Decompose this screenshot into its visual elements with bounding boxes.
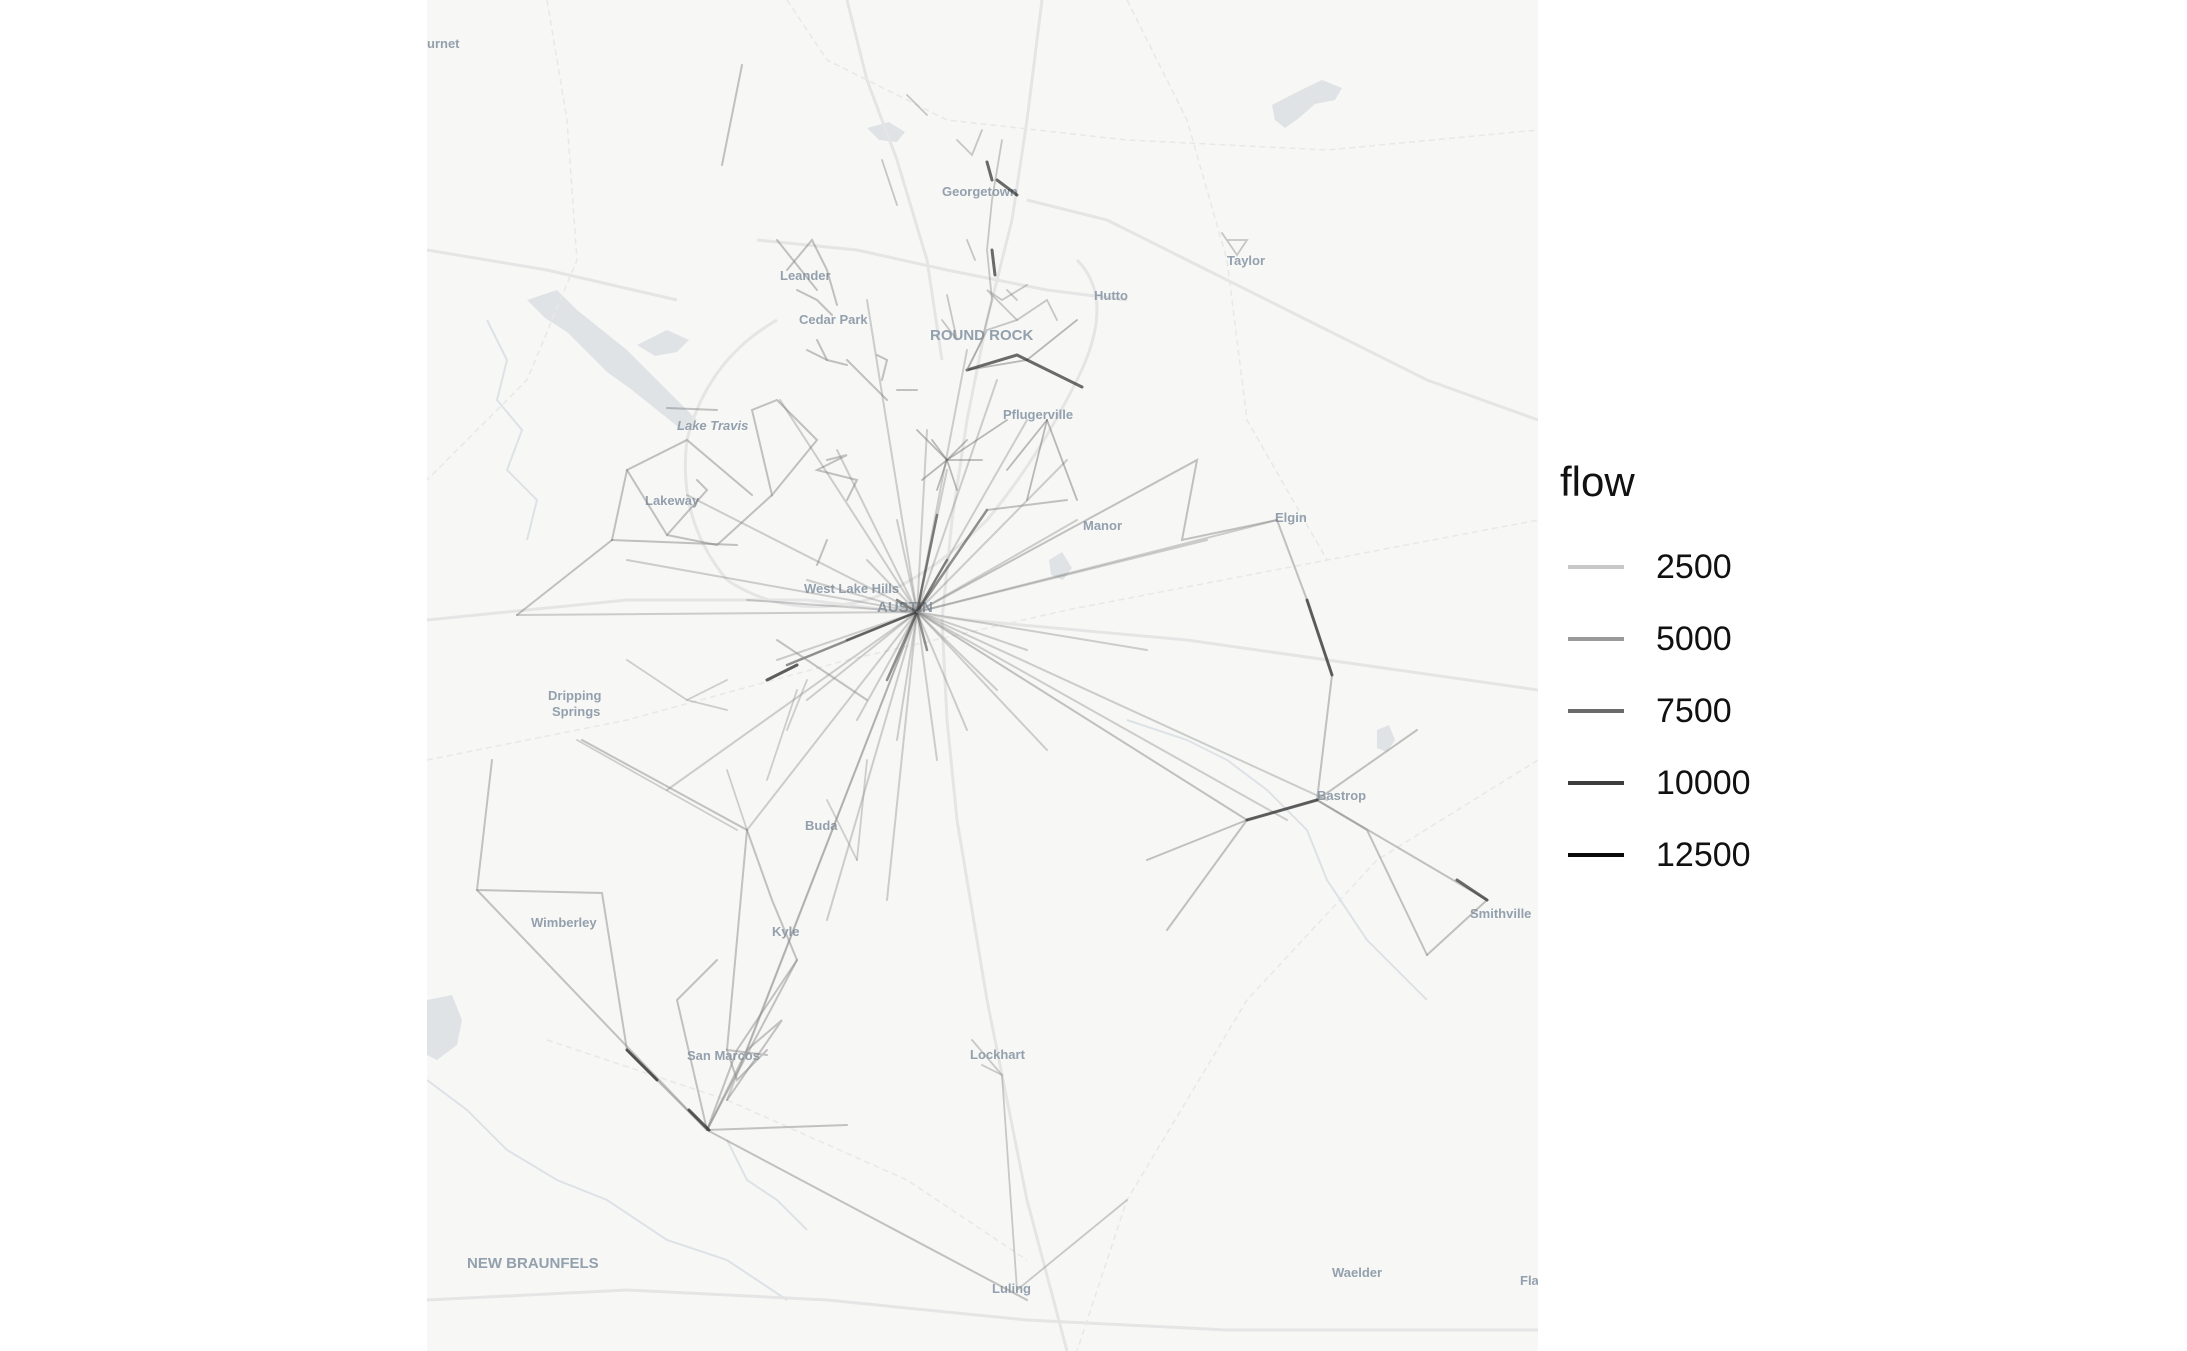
place-label-leander: Leander (780, 268, 831, 283)
place-label-flatonia: Fla (1520, 1273, 1538, 1288)
legend-title: flow (1560, 458, 1635, 505)
place-labels: urnet Georgetown Taylor Leander Hutto Ce… (427, 36, 1538, 1296)
legend-label: 7500 (1656, 692, 1732, 730)
legend-entry: 10000 (1560, 762, 1820, 802)
northwest-links (516, 64, 918, 616)
legend-label: 5000 (1656, 620, 1732, 658)
place-label-new-braunfels: NEW BRAUNFELS (467, 1255, 599, 1272)
place-label-burnet: urnet (427, 36, 460, 51)
south-links (971, 1039, 1128, 1291)
legend-key-line (1568, 781, 1624, 785)
legend-entry: 2500 (1560, 546, 1820, 586)
canyon-lake (427, 995, 462, 1060)
flow-lines: Path (475, 64, 1489, 1301)
map-panel[interactable]: urnet Georgetown Taylor Leander Hutto Ce… (427, 0, 1538, 1351)
place-label-luling: Luling (992, 1281, 1031, 1296)
place-label-waelder: Waelder (1332, 1265, 1382, 1280)
legend-key-line (1568, 853, 1624, 857)
georgetown-links (881, 94, 1249, 371)
austin-strong-spokes (785, 508, 989, 682)
east-strong (1245, 598, 1489, 902)
lake-bastrop (1377, 725, 1395, 752)
place-label-lockhart: Lockhart (970, 1047, 1026, 1062)
place-label-georgetown: Georgetown (942, 184, 1018, 199)
legend-key-line (1568, 709, 1624, 713)
legend-entry: 7500 (1560, 690, 1820, 730)
place-label-lake-travis: Lake Travis (677, 418, 748, 433)
roads (427, 0, 1538, 1351)
place-label-smithville: Smithville (1470, 906, 1531, 921)
west-links (576, 659, 868, 861)
legend-entry: 12500 (1560, 834, 1820, 874)
place-label-elgin: Elgin (1275, 510, 1307, 525)
place-label-pflugerville: Pflugerville (1003, 407, 1073, 422)
lake-travis-arm (637, 330, 689, 356)
place-label-buda: Buda (805, 818, 838, 833)
place-label-dripping-springs-1: Dripping (548, 688, 601, 703)
legend: flow 2500 5000 7500 10000 12500 (1560, 458, 1820, 878)
place-label-hutto: Hutto (1094, 288, 1128, 303)
southwest-links: Path (475, 639, 1028, 1301)
lake-travis (527, 290, 697, 430)
east-links (916, 458, 1489, 956)
place-label-wimberley: Wimberley (531, 915, 597, 930)
san-marcos-strong (625, 663, 799, 1132)
legend-label: 12500 (1656, 836, 1751, 874)
legend-label: 2500 (1656, 548, 1732, 586)
place-label-dripping-springs-2: Springs (552, 704, 600, 719)
place-label-lakeway: Lakeway (645, 493, 700, 508)
legend-key-line (1568, 565, 1624, 569)
place-label-round-rock: ROUND ROCK (930, 327, 1033, 344)
place-label-west-lake-hills: West Lake Hills (804, 581, 899, 596)
legend-label: 10000 (1656, 764, 1751, 802)
legend-entry: 5000 (1560, 618, 1820, 658)
place-label-manor: Manor (1083, 518, 1122, 533)
north-hub (916, 319, 1078, 501)
water-features (427, 80, 1395, 1060)
decker-lake (1049, 552, 1072, 580)
austin-spokes (516, 299, 1328, 1101)
round-rock-links (965, 160, 1084, 389)
lake-granger (1272, 80, 1342, 128)
legend-key-line (1568, 637, 1624, 641)
county-lines (427, 0, 1538, 1351)
basemap-and-flows: urnet Georgetown Taylor Leander Hutto Ce… (427, 0, 1538, 1351)
place-label-taylor: Taylor (1227, 253, 1265, 268)
place-label-cedar-park: Cedar Park (799, 312, 868, 327)
